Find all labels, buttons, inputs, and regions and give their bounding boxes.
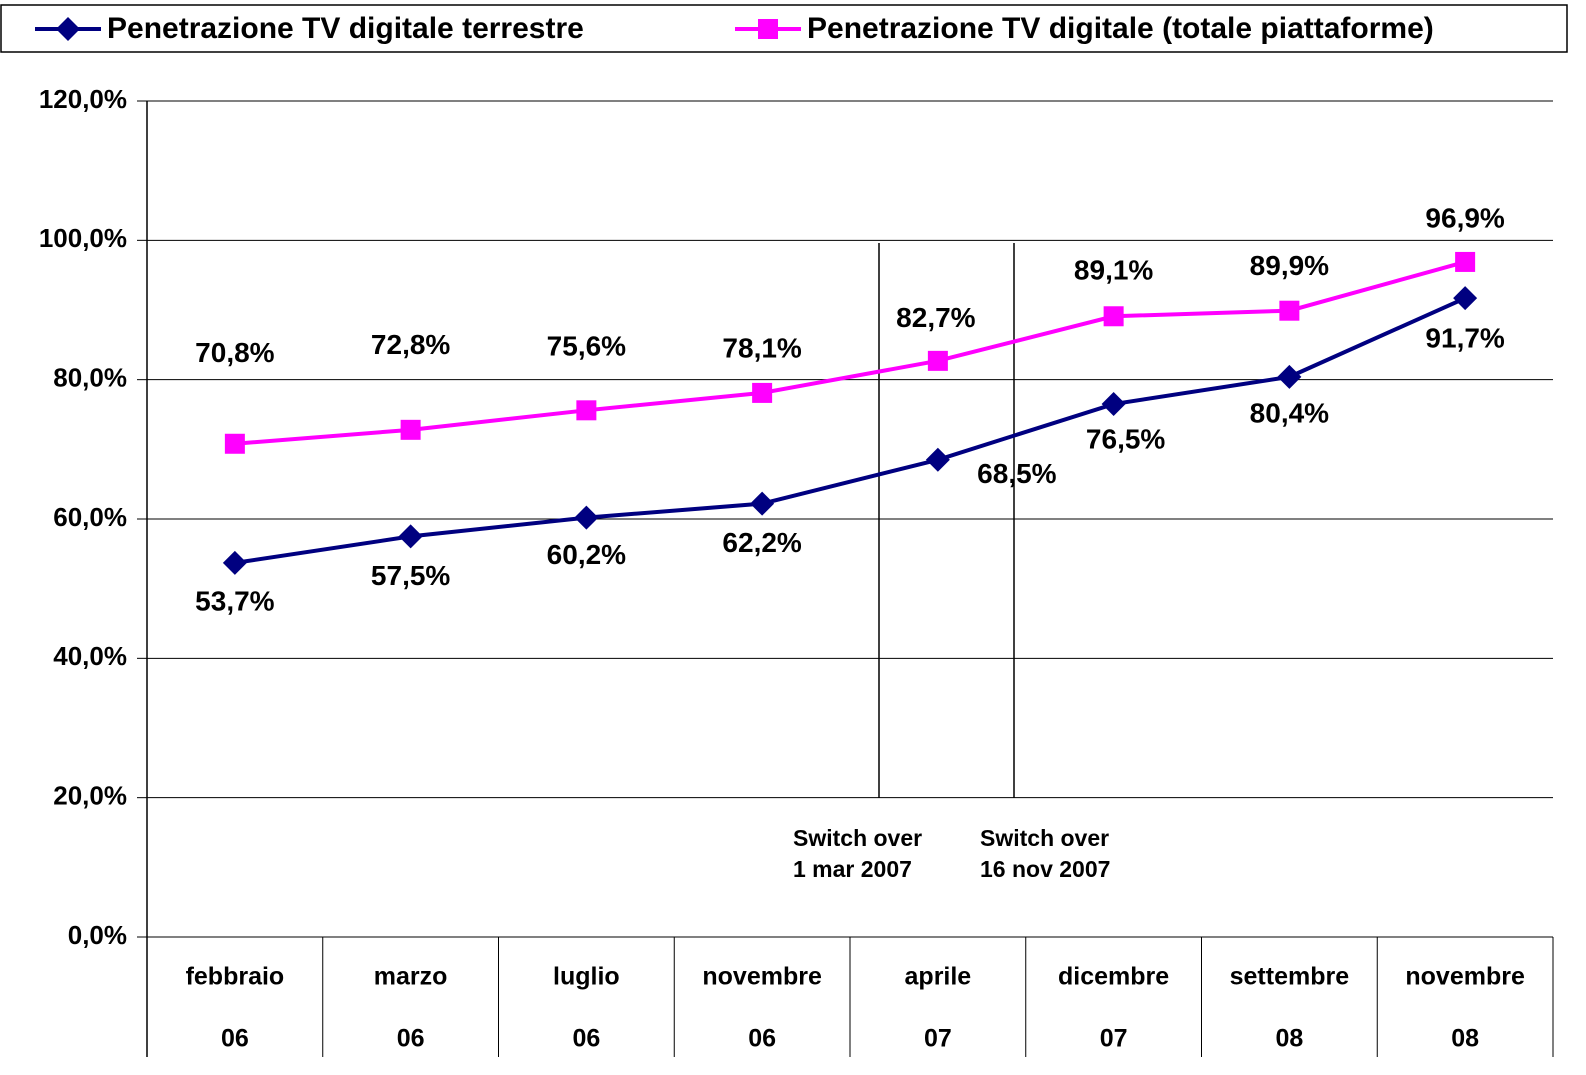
data-label: 70,8% [195, 337, 274, 368]
x-tick-label: marzo [374, 963, 448, 991]
y-tick-label: 0,0% [68, 920, 127, 950]
marker [927, 350, 948, 371]
data-label: 76,5% [1086, 423, 1165, 454]
legend-marker [56, 17, 80, 41]
data-label: 89,9% [1250, 250, 1329, 281]
x-tick-label: novembre [1405, 963, 1525, 991]
annotation: 16 nov 2007 [980, 856, 1110, 882]
y-tick-label: 20,0% [53, 781, 127, 811]
y-tick-label: 60,0% [53, 502, 127, 532]
marker [574, 505, 599, 530]
x-tick-label: 08 [1275, 1025, 1303, 1053]
data-label: 91,7% [1425, 323, 1504, 354]
marker [224, 433, 245, 454]
y-tick-label: 100,0% [39, 223, 127, 253]
data-label: 60,2% [547, 539, 626, 570]
y-tick-label: 80,0% [53, 363, 127, 393]
series-line [234, 296, 1466, 565]
x-tick-label: 07 [924, 1025, 952, 1053]
legend-label: Penetrazione TV digitale terrestre [107, 12, 584, 45]
marker [1455, 251, 1476, 272]
marker [576, 400, 597, 421]
x-tick-label: luglio [553, 963, 620, 991]
marker [750, 491, 775, 516]
marker [1453, 286, 1478, 311]
x-tick-label: 07 [1100, 1025, 1128, 1053]
x-tick-label: dicembre [1058, 963, 1169, 991]
data-label: 96,9% [1425, 202, 1504, 233]
data-label: 53,7% [195, 585, 274, 616]
x-tick-label: settembre [1230, 963, 1350, 991]
annotation: Switch over [793, 825, 922, 851]
data-label: 78,1% [722, 332, 801, 363]
y-tick-label: 120,0% [39, 84, 127, 114]
data-label: 68,5% [977, 458, 1056, 489]
y-tick-label: 40,0% [53, 641, 127, 671]
data-label: 57,5% [371, 560, 450, 591]
legend-label: Penetrazione TV digitale (totale piattaf… [807, 12, 1434, 45]
legend-marker [758, 19, 778, 39]
x-tick-label: 08 [1451, 1025, 1479, 1053]
x-tick-label: 06 [397, 1025, 425, 1053]
marker [222, 550, 247, 575]
marker [1101, 392, 1126, 417]
marker [925, 447, 950, 472]
x-tick-label: 06 [748, 1025, 776, 1053]
x-tick-label: aprile [905, 963, 972, 991]
data-label: 89,1% [1074, 255, 1153, 286]
marker [752, 382, 773, 403]
marker [398, 524, 423, 549]
annotation: Switch over [980, 825, 1109, 851]
annotation: 1 mar 2007 [793, 856, 912, 882]
marker [1279, 300, 1300, 321]
marker [400, 419, 421, 440]
x-tick-label: 06 [221, 1025, 249, 1053]
marker [1277, 364, 1302, 389]
marker [1103, 306, 1124, 327]
data-label: 82,7% [896, 302, 975, 333]
x-tick-label: novembre [702, 963, 822, 991]
series-line [234, 260, 1466, 446]
x-tick-label: febbraio [186, 963, 285, 991]
x-tick-label: 06 [572, 1025, 600, 1053]
data-label: 62,2% [722, 527, 801, 558]
data-label: 72,8% [371, 329, 450, 360]
data-label: 75,6% [547, 331, 626, 362]
data-label: 80,4% [1250, 397, 1329, 428]
